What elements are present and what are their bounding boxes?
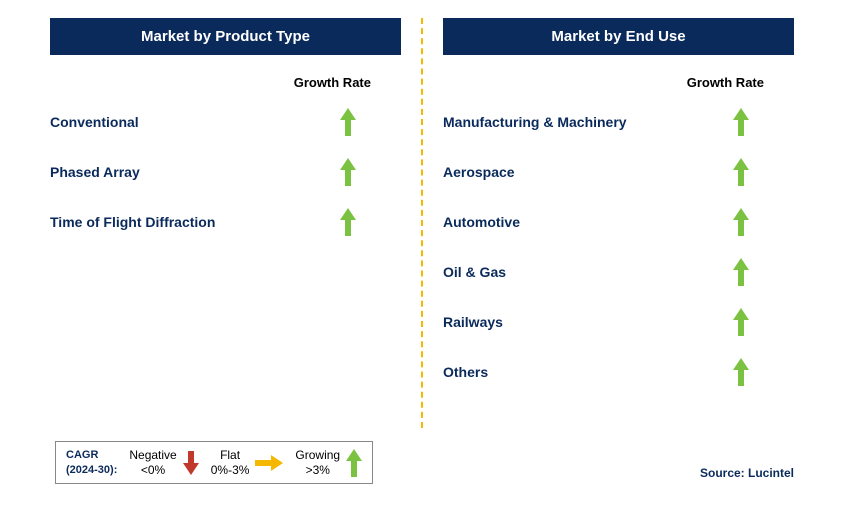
arrow-up-icon — [340, 208, 356, 236]
arrow-up-icon — [733, 208, 749, 236]
growth-rate-label-left: Growth Rate — [50, 75, 401, 90]
left-panel-title: Market by Product Type — [50, 18, 401, 55]
right-column: Market by End Use Growth Rate Manufactur… — [423, 18, 814, 428]
market-row: Time of Flight Diffraction — [50, 208, 401, 236]
growth-rate-label-right: Growth Rate — [443, 75, 794, 90]
market-row-label: Oil & Gas — [443, 264, 506, 280]
arrow-up-icon — [340, 108, 356, 136]
market-row-label: Time of Flight Diffraction — [50, 214, 215, 230]
market-row: Railways — [443, 308, 794, 336]
market-row: Automotive — [443, 208, 794, 236]
arrow-up-icon — [733, 158, 749, 186]
source-attribution: Source: Lucintel — [700, 466, 794, 480]
market-row-label: Phased Array — [50, 164, 140, 180]
market-row-label: Automotive — [443, 214, 520, 230]
market-row: Conventional — [50, 108, 401, 136]
market-row: Manufacturing & Machinery — [443, 108, 794, 136]
arrow-up-icon — [346, 449, 362, 477]
arrow-up-icon — [733, 108, 749, 136]
right-panel-title: Market by End Use — [443, 18, 794, 55]
market-row: Others — [443, 358, 794, 386]
legend-negative: Negative <0% — [129, 448, 198, 477]
legend-growing: Growing >3% — [295, 448, 362, 477]
cagr-legend: CAGR(2024-30): Negative <0% Flat 0%-3% G… — [55, 441, 373, 484]
market-row-label: Aerospace — [443, 164, 515, 180]
arrow-down-icon — [183, 451, 199, 475]
legend-flat: Flat 0%-3% — [211, 448, 284, 477]
arrow-up-icon — [733, 358, 749, 386]
market-row-label: Manufacturing & Machinery — [443, 114, 627, 130]
arrow-up-icon — [340, 158, 356, 186]
legend-title: CAGR(2024-30): — [66, 448, 117, 477]
market-row-label: Conventional — [50, 114, 139, 130]
market-row: Oil & Gas — [443, 258, 794, 286]
arrow-up-icon — [733, 308, 749, 336]
left-column: Market by Product Type Growth Rate Conve… — [30, 18, 421, 428]
arrow-up-icon — [733, 258, 749, 286]
market-row: Phased Array — [50, 158, 401, 186]
market-columns: Market by Product Type Growth Rate Conve… — [30, 18, 814, 428]
arrow-right-icon — [255, 455, 283, 471]
market-row: Aerospace — [443, 158, 794, 186]
market-row-label: Others — [443, 364, 488, 380]
market-row-label: Railways — [443, 314, 503, 330]
